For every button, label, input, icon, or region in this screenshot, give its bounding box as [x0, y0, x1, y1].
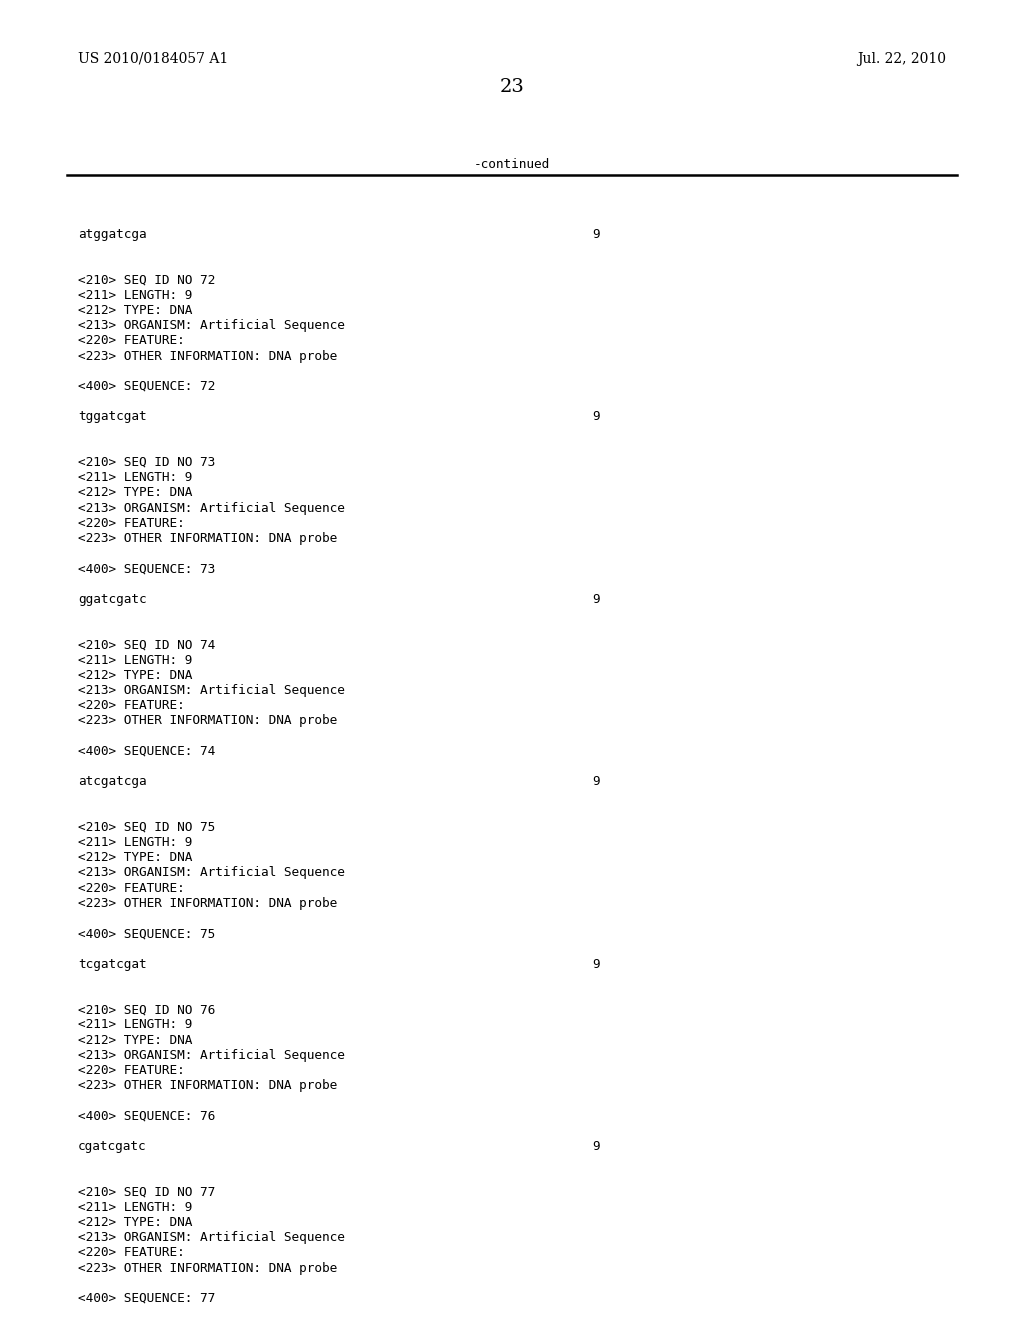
Text: <211> LENGTH: 9: <211> LENGTH: 9 — [78, 1019, 193, 1031]
Text: <210> SEQ ID NO 72: <210> SEQ ID NO 72 — [78, 273, 215, 286]
Text: 9: 9 — [592, 775, 600, 788]
Text: <211> LENGTH: 9: <211> LENGTH: 9 — [78, 471, 193, 484]
Text: ggatcgatc: ggatcgatc — [78, 593, 146, 606]
Text: <213> ORGANISM: Artificial Sequence: <213> ORGANISM: Artificial Sequence — [78, 1049, 345, 1061]
Text: tcgatcgat: tcgatcgat — [78, 957, 146, 970]
Text: <400> SEQUENCE: 74: <400> SEQUENCE: 74 — [78, 744, 215, 758]
Text: <212> TYPE: DNA: <212> TYPE: DNA — [78, 304, 193, 317]
Text: <223> OTHER INFORMATION: DNA probe: <223> OTHER INFORMATION: DNA probe — [78, 896, 337, 909]
Text: <220> FEATURE:: <220> FEATURE: — [78, 1064, 184, 1077]
Text: <213> ORGANISM: Artificial Sequence: <213> ORGANISM: Artificial Sequence — [78, 502, 345, 515]
Text: 9: 9 — [592, 593, 600, 606]
Text: <220> FEATURE:: <220> FEATURE: — [78, 517, 184, 529]
Text: <220> FEATURE:: <220> FEATURE: — [78, 1246, 184, 1259]
Text: tggatcgat: tggatcgat — [78, 411, 146, 424]
Text: <210> SEQ ID NO 77: <210> SEQ ID NO 77 — [78, 1185, 215, 1199]
Text: <211> LENGTH: 9: <211> LENGTH: 9 — [78, 836, 193, 849]
Text: 9: 9 — [592, 1140, 600, 1152]
Text: <223> OTHER INFORMATION: DNA probe: <223> OTHER INFORMATION: DNA probe — [78, 1262, 337, 1275]
Text: 9: 9 — [592, 957, 600, 970]
Text: 23: 23 — [500, 78, 524, 96]
Text: <223> OTHER INFORMATION: DNA probe: <223> OTHER INFORMATION: DNA probe — [78, 714, 337, 727]
Text: <220> FEATURE:: <220> FEATURE: — [78, 700, 184, 713]
Text: 9: 9 — [592, 411, 600, 424]
Text: <210> SEQ ID NO 73: <210> SEQ ID NO 73 — [78, 455, 215, 469]
Text: atcgatcga: atcgatcga — [78, 775, 146, 788]
Text: <213> ORGANISM: Artificial Sequence: <213> ORGANISM: Artificial Sequence — [78, 866, 345, 879]
Text: <400> SEQUENCE: 72: <400> SEQUENCE: 72 — [78, 380, 215, 393]
Text: <400> SEQUENCE: 75: <400> SEQUENCE: 75 — [78, 927, 215, 940]
Text: <212> TYPE: DNA: <212> TYPE: DNA — [78, 1216, 193, 1229]
Text: <210> SEQ ID NO 75: <210> SEQ ID NO 75 — [78, 821, 215, 834]
Text: <211> LENGTH: 9: <211> LENGTH: 9 — [78, 653, 193, 667]
Text: <213> ORGANISM: Artificial Sequence: <213> ORGANISM: Artificial Sequence — [78, 319, 345, 333]
Text: <223> OTHER INFORMATION: DNA probe: <223> OTHER INFORMATION: DNA probe — [78, 1080, 337, 1092]
Text: <400> SEQUENCE: 76: <400> SEQUENCE: 76 — [78, 1110, 215, 1122]
Text: <211> LENGTH: 9: <211> LENGTH: 9 — [78, 289, 193, 302]
Text: <212> TYPE: DNA: <212> TYPE: DNA — [78, 1034, 193, 1047]
Text: 9: 9 — [592, 228, 600, 242]
Text: <213> ORGANISM: Artificial Sequence: <213> ORGANISM: Artificial Sequence — [78, 684, 345, 697]
Text: <400> SEQUENCE: 73: <400> SEQUENCE: 73 — [78, 562, 215, 576]
Text: <400> SEQUENCE: 77: <400> SEQUENCE: 77 — [78, 1292, 215, 1305]
Text: <210> SEQ ID NO 74: <210> SEQ ID NO 74 — [78, 639, 215, 651]
Text: <210> SEQ ID NO 76: <210> SEQ ID NO 76 — [78, 1003, 215, 1016]
Text: cgatcgatc: cgatcgatc — [78, 1140, 146, 1152]
Text: <220> FEATURE:: <220> FEATURE: — [78, 334, 184, 347]
Text: <212> TYPE: DNA: <212> TYPE: DNA — [78, 486, 193, 499]
Text: atggatcga: atggatcga — [78, 228, 146, 242]
Text: -continued: -continued — [474, 158, 550, 172]
Text: <223> OTHER INFORMATION: DNA probe: <223> OTHER INFORMATION: DNA probe — [78, 350, 337, 363]
Text: <211> LENGTH: 9: <211> LENGTH: 9 — [78, 1201, 193, 1214]
Text: <220> FEATURE:: <220> FEATURE: — [78, 882, 184, 895]
Text: <223> OTHER INFORMATION: DNA probe: <223> OTHER INFORMATION: DNA probe — [78, 532, 337, 545]
Text: <213> ORGANISM: Artificial Sequence: <213> ORGANISM: Artificial Sequence — [78, 1232, 345, 1245]
Text: US 2010/0184057 A1: US 2010/0184057 A1 — [78, 51, 228, 66]
Text: Jul. 22, 2010: Jul. 22, 2010 — [857, 51, 946, 66]
Text: <212> TYPE: DNA: <212> TYPE: DNA — [78, 669, 193, 682]
Text: <212> TYPE: DNA: <212> TYPE: DNA — [78, 851, 193, 865]
